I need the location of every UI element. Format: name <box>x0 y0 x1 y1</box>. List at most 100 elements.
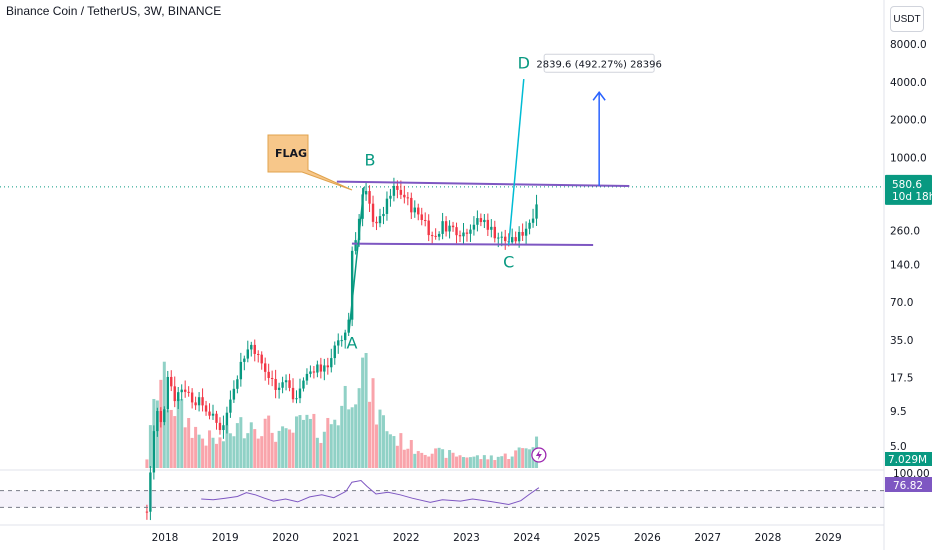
volume-bar <box>270 432 274 468</box>
volume-bar <box>420 452 424 468</box>
volume-bar <box>361 357 365 468</box>
volume-bar <box>385 431 389 468</box>
candle <box>225 412 229 426</box>
candle <box>309 371 312 374</box>
candle <box>194 402 197 406</box>
volume-bar <box>343 385 347 468</box>
candle <box>257 353 260 355</box>
current-price-badge <box>885 174 932 205</box>
candle <box>145 511 149 513</box>
y-tick-label: 260.0 <box>890 226 920 238</box>
candle <box>295 398 298 400</box>
candle <box>187 391 190 393</box>
candle <box>497 237 500 239</box>
volume-bar <box>357 388 361 468</box>
volume-bar <box>375 424 379 468</box>
candle <box>250 344 253 350</box>
candle <box>417 207 420 215</box>
candle <box>524 228 528 236</box>
volume-bar <box>507 459 511 468</box>
volume-bar <box>503 453 507 468</box>
candle <box>166 376 169 410</box>
volume-bar <box>528 449 532 468</box>
volume-bar <box>448 450 452 468</box>
candle <box>385 198 389 214</box>
currency-button[interactable]: USDT <box>890 6 924 32</box>
candle <box>413 207 416 213</box>
candle <box>298 388 302 399</box>
volume-bar <box>239 417 243 468</box>
volume-bar <box>409 440 413 468</box>
volume-bar <box>437 447 441 468</box>
volume-bar <box>169 409 173 468</box>
volume-bar <box>434 448 438 468</box>
volume-bar <box>256 438 260 468</box>
volume-bar <box>521 448 525 468</box>
candle <box>347 319 350 333</box>
volume-bar <box>312 413 316 468</box>
countdown-label: 10d 18h <box>892 191 932 203</box>
volume-bar <box>249 422 253 468</box>
volume-bar <box>308 418 312 468</box>
current-price-label: 580.6 <box>892 179 922 191</box>
candle <box>434 235 437 237</box>
volume-bar <box>500 456 504 468</box>
candle <box>500 236 503 238</box>
volume-bar <box>263 418 267 468</box>
volume-bar <box>468 457 472 468</box>
candle <box>222 425 225 431</box>
candle <box>183 389 187 392</box>
candle <box>291 387 295 400</box>
flag-upper-line <box>336 180 630 188</box>
candle <box>483 219 486 223</box>
candle <box>229 399 232 413</box>
candle <box>448 225 451 232</box>
candle <box>316 364 319 373</box>
volume-bar <box>176 398 180 468</box>
candle <box>274 378 277 390</box>
volume-bar <box>399 433 403 468</box>
candle <box>378 216 382 224</box>
x-tick-label: 2029 <box>815 532 842 544</box>
x-tick-label: 2021 <box>333 532 360 544</box>
candle <box>163 409 166 423</box>
volume-bar <box>166 410 170 468</box>
candle <box>528 222 531 229</box>
candle <box>427 220 430 236</box>
candle <box>208 411 211 416</box>
volume-bar <box>381 415 385 468</box>
y-tick-label: 4000.0 <box>890 77 927 89</box>
y-tick-label: 140.0 <box>890 259 920 271</box>
candle <box>354 240 357 251</box>
volume-bar <box>319 442 323 468</box>
candle <box>350 250 354 320</box>
volume-bar <box>145 459 149 468</box>
volume-bar <box>180 399 184 468</box>
volume-bar <box>326 417 330 468</box>
volume-bar <box>524 448 528 468</box>
candle <box>490 226 493 230</box>
candle <box>410 197 413 213</box>
volume-bar <box>416 451 420 468</box>
volume-bar <box>364 353 368 468</box>
candle <box>215 413 218 423</box>
candle <box>211 413 215 416</box>
volume-bar <box>194 426 198 468</box>
candle <box>197 397 201 406</box>
volume-bar <box>350 407 354 468</box>
chart-title: Binance Coin / TetherUS, 3W, BINANCE <box>6 4 222 18</box>
candle <box>455 227 458 236</box>
candle <box>469 229 472 234</box>
volume-bar <box>322 431 326 468</box>
candle <box>333 345 336 359</box>
flag-lower-line <box>351 242 594 246</box>
candle <box>149 472 152 512</box>
candle <box>173 386 176 402</box>
volume-bar <box>514 450 518 468</box>
y-tick-label: 8000.0 <box>890 39 927 51</box>
volume-bar <box>465 457 469 468</box>
candle <box>177 392 180 402</box>
volume-bars <box>145 353 539 468</box>
volume-bar <box>183 427 187 468</box>
